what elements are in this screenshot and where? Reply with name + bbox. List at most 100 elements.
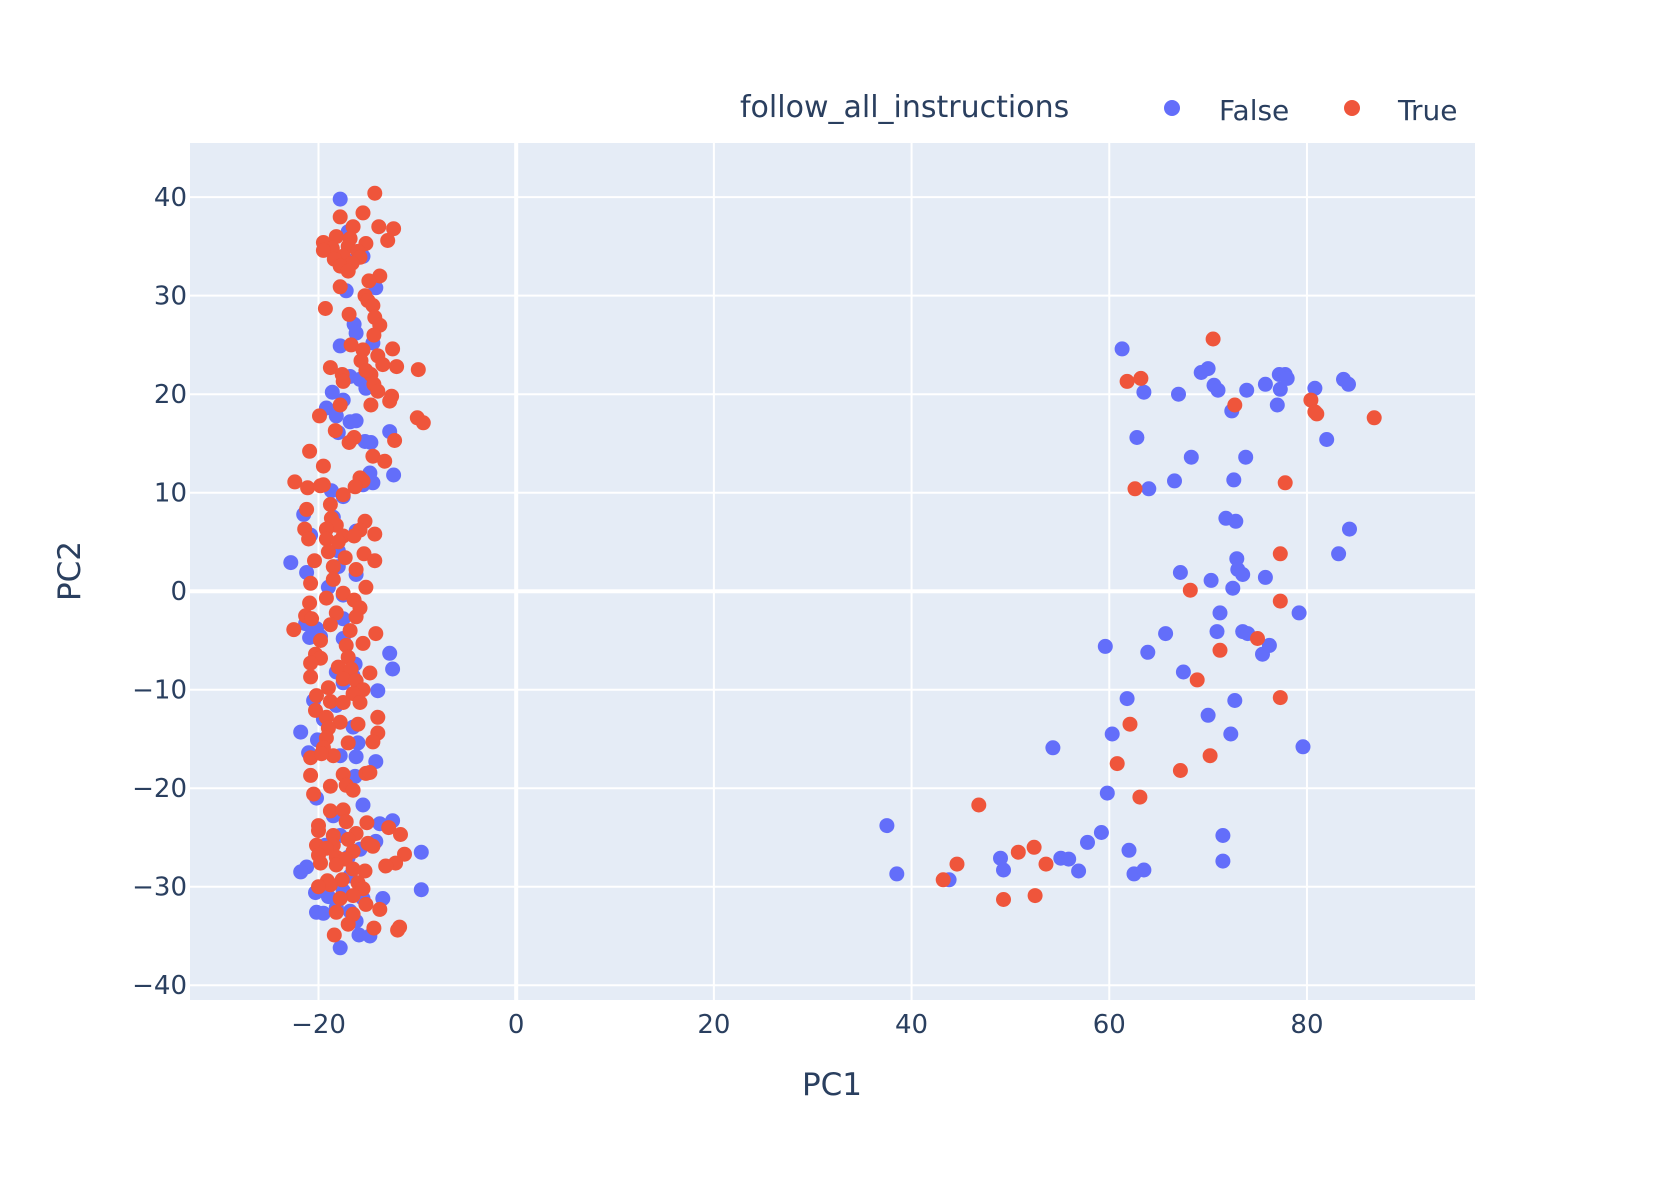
point-true xyxy=(322,360,338,376)
point-true xyxy=(1205,331,1221,347)
point-true xyxy=(370,709,386,725)
point-true xyxy=(335,802,351,818)
point-true xyxy=(350,716,366,732)
point-false xyxy=(1295,739,1311,755)
point-true xyxy=(352,695,368,710)
point-false xyxy=(1114,341,1130,357)
point-false xyxy=(1167,473,1182,489)
point-false xyxy=(1097,638,1113,654)
point-true xyxy=(325,748,341,764)
point-true xyxy=(1189,672,1205,688)
point-false xyxy=(363,435,379,450)
point-true xyxy=(346,528,362,544)
point-true xyxy=(327,423,343,439)
point-false xyxy=(370,683,386,699)
point-false xyxy=(1175,664,1191,680)
legend-label-false[interactable]: False xyxy=(1219,94,1289,127)
point-false xyxy=(1121,842,1137,858)
point-true xyxy=(1227,397,1243,413)
point-false xyxy=(332,940,348,956)
point-false xyxy=(1171,386,1186,402)
point-true xyxy=(337,550,353,566)
point-false xyxy=(1257,569,1273,585)
x-tick-label: 40 xyxy=(895,1010,928,1040)
point-false xyxy=(293,864,309,880)
grid-lines xyxy=(190,143,1475,1000)
point-true xyxy=(320,544,336,560)
point-true xyxy=(389,359,405,375)
point-true xyxy=(1212,642,1228,658)
point-false xyxy=(1215,828,1231,843)
point-true xyxy=(304,611,320,627)
point-false xyxy=(355,797,371,813)
point-true xyxy=(342,623,358,639)
y-tick-labels: −40 −30 −20 −10 0 10 20 30 40 xyxy=(132,183,187,1001)
point-false xyxy=(1212,605,1228,621)
point-true xyxy=(303,669,319,685)
point-false xyxy=(1183,449,1199,465)
legend: follow_all_instructions False True xyxy=(740,90,1457,127)
point-true xyxy=(303,575,319,591)
legend-label-true[interactable]: True xyxy=(1397,94,1457,127)
point-true xyxy=(345,219,361,235)
point-true xyxy=(306,786,322,802)
point-false xyxy=(1226,472,1242,488)
point-true xyxy=(393,827,408,842)
point-true xyxy=(1109,756,1125,772)
point-true xyxy=(358,896,374,912)
point-true xyxy=(308,702,323,718)
point-true xyxy=(317,301,333,316)
point-false xyxy=(1200,361,1216,377)
point-true xyxy=(415,415,431,431)
point-true xyxy=(345,782,361,798)
point-false xyxy=(1279,370,1295,386)
point-true xyxy=(315,458,331,474)
point-true xyxy=(335,585,351,601)
point-false xyxy=(1141,481,1157,497)
y-tick-label: 40 xyxy=(154,183,187,213)
point-true xyxy=(313,855,328,871)
x-tick-label: 20 xyxy=(697,1010,730,1040)
point-false xyxy=(1342,521,1357,537)
point-false xyxy=(386,467,402,483)
point-true xyxy=(325,571,341,587)
y-tick-label: 0 xyxy=(170,577,187,607)
point-false xyxy=(348,325,364,341)
point-false xyxy=(1119,691,1135,707)
point-true xyxy=(343,337,359,353)
x-tick-label: 60 xyxy=(1093,1010,1126,1040)
point-true xyxy=(318,531,334,547)
point-false xyxy=(1341,376,1356,392)
point-true xyxy=(366,327,382,343)
x-tick-labels: −20 0 20 40 60 80 xyxy=(291,1010,1323,1040)
point-true xyxy=(355,205,371,221)
point-false xyxy=(1223,726,1239,742)
point-false xyxy=(1136,384,1152,400)
point-false xyxy=(413,844,429,860)
point-true xyxy=(345,861,361,877)
point-true xyxy=(322,497,338,512)
point-false xyxy=(385,661,401,677)
point-false xyxy=(1228,513,1244,529)
point-true xyxy=(361,273,377,289)
point-true xyxy=(315,242,331,258)
point-true xyxy=(375,357,391,373)
point-true xyxy=(315,477,331,493)
point-true xyxy=(325,559,341,575)
point-true xyxy=(365,734,381,750)
point-true xyxy=(1303,392,1319,408)
point-false xyxy=(1307,380,1323,396)
point-true xyxy=(332,891,348,906)
point-true xyxy=(996,892,1011,907)
point-true xyxy=(380,233,396,248)
point-true xyxy=(1026,839,1042,855)
point-true xyxy=(370,383,386,399)
point-false xyxy=(1215,853,1231,869)
point-true xyxy=(1309,406,1325,422)
x-tick-label: −20 xyxy=(291,1010,346,1040)
point-true xyxy=(367,553,383,569)
point-true xyxy=(287,474,303,490)
point-true xyxy=(1272,593,1288,609)
point-false xyxy=(1045,740,1061,756)
